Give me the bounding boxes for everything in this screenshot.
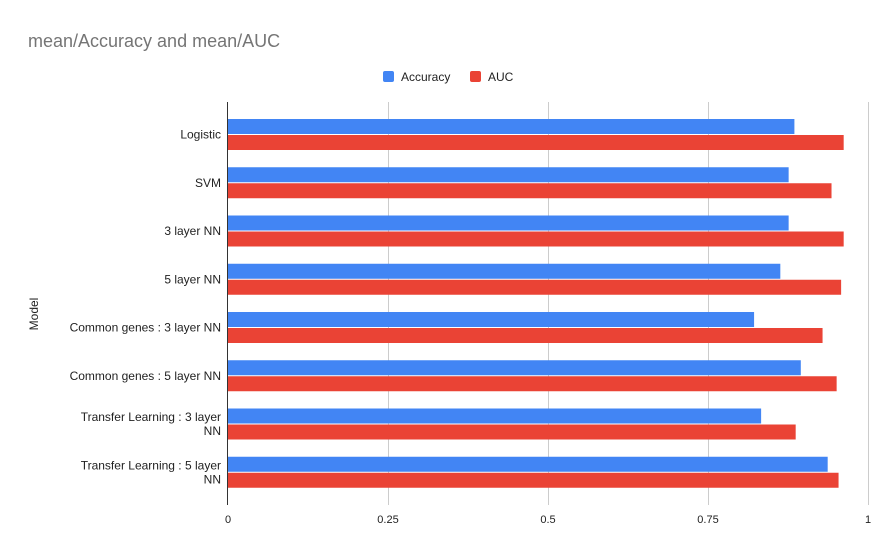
bar-auc-0[interactable] <box>228 135 844 150</box>
category-label: 5 layer NN <box>164 272 221 286</box>
chart-title: mean/Accuracy and mean/AUC <box>28 31 280 51</box>
bar-auc-1[interactable] <box>228 183 832 199</box>
legend-label-auc: AUC <box>488 70 514 84</box>
bar-accuracy-2[interactable] <box>228 215 789 231</box>
bar-accuracy-4[interactable] <box>228 312 755 327</box>
bar-auc-5[interactable] <box>228 376 837 392</box>
x-tick-label: 0.5 <box>540 514 555 526</box>
x-tick-label: 0.25 <box>377 514 398 526</box>
bar-accuracy-3[interactable] <box>228 263 781 279</box>
bar-accuracy-6[interactable] <box>228 408 762 424</box>
legend-item-auc[interactable]: AUC <box>470 70 514 84</box>
bar-accuracy-7[interactable] <box>228 456 828 472</box>
category-label: 3 layer NN <box>164 224 221 238</box>
x-tick-label: 0.75 <box>697 514 718 526</box>
bar-auc-2[interactable] <box>228 231 844 247</box>
category-label: NN <box>204 472 221 486</box>
bar-auc-6[interactable] <box>228 424 796 440</box>
bar-accuracy-1[interactable] <box>228 167 789 183</box>
bar-auc-4[interactable] <box>228 328 823 343</box>
x-tick-label: 1 <box>865 514 871 526</box>
x-tick-label: 0 <box>225 514 231 526</box>
category-label: Logistic <box>180 128 221 142</box>
bar-auc-3[interactable] <box>228 279 842 295</box>
y-axis-title: Model <box>27 298 41 331</box>
legend-item-accuracy[interactable]: Accuracy <box>383 70 450 84</box>
category-label: Transfer Learning : 5 layer <box>81 458 221 472</box>
category-label: NN <box>204 424 221 438</box>
category-label: SVM <box>195 176 221 190</box>
legend: Accuracy AUC <box>383 70 514 84</box>
legend-swatch-auc <box>470 71 481 82</box>
category-label: Common genes : 3 layer NN <box>70 321 221 335</box>
legend-swatch-accuracy <box>383 71 394 82</box>
category-label: Common genes : 5 layer NN <box>70 369 221 383</box>
bars <box>228 119 844 488</box>
bar-auc-7[interactable] <box>228 472 839 488</box>
legend-label-accuracy: Accuracy <box>401 70 450 84</box>
bar-accuracy-0[interactable] <box>228 119 795 134</box>
x-tick-labels: 0 0.25 0.5 0.75 1 <box>225 514 871 526</box>
bar-accuracy-5[interactable] <box>228 360 801 376</box>
category-label: Transfer Learning : 3 layer <box>81 410 221 424</box>
category-labels: Logistic SVM 3 layer NN 5 layer NN Common ge… <box>70 128 221 487</box>
